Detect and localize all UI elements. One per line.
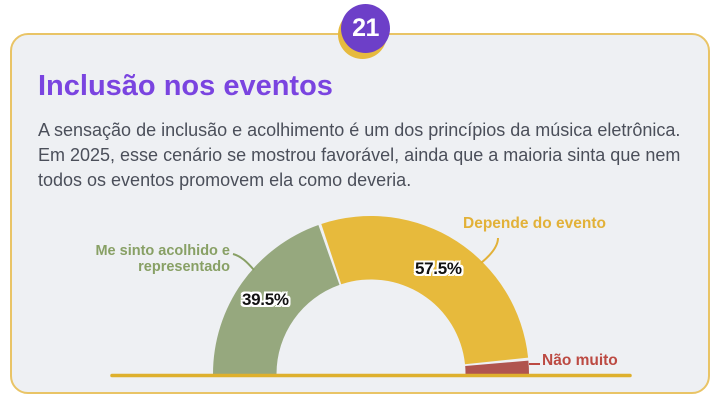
card [10,33,710,394]
value-label-green: 39.5% [242,290,289,309]
donut-segment-0 [213,225,340,374]
slide-number: 21 [352,14,379,42]
segment-label-acolhido: Me sinto acolhido e representado [95,243,230,275]
value-label-yellow: 57.5% [415,259,462,278]
donut-segment-1 [321,215,529,365]
callout-connector-green [232,253,255,271]
slide-number-badge: 21 [341,4,390,53]
callout-connector-yellow [480,237,499,264]
donut-segment-2 [465,360,529,374]
segment-label-depende-do-evento: Depende do evento [463,215,606,232]
segment-label-nao-muito: Não muito [542,352,618,369]
donut-segments [213,215,529,374]
page-title: Inclusão nos eventos [38,70,333,102]
intro-paragraph: A sensação de inclusão e acolhimento é u… [38,120,681,190]
